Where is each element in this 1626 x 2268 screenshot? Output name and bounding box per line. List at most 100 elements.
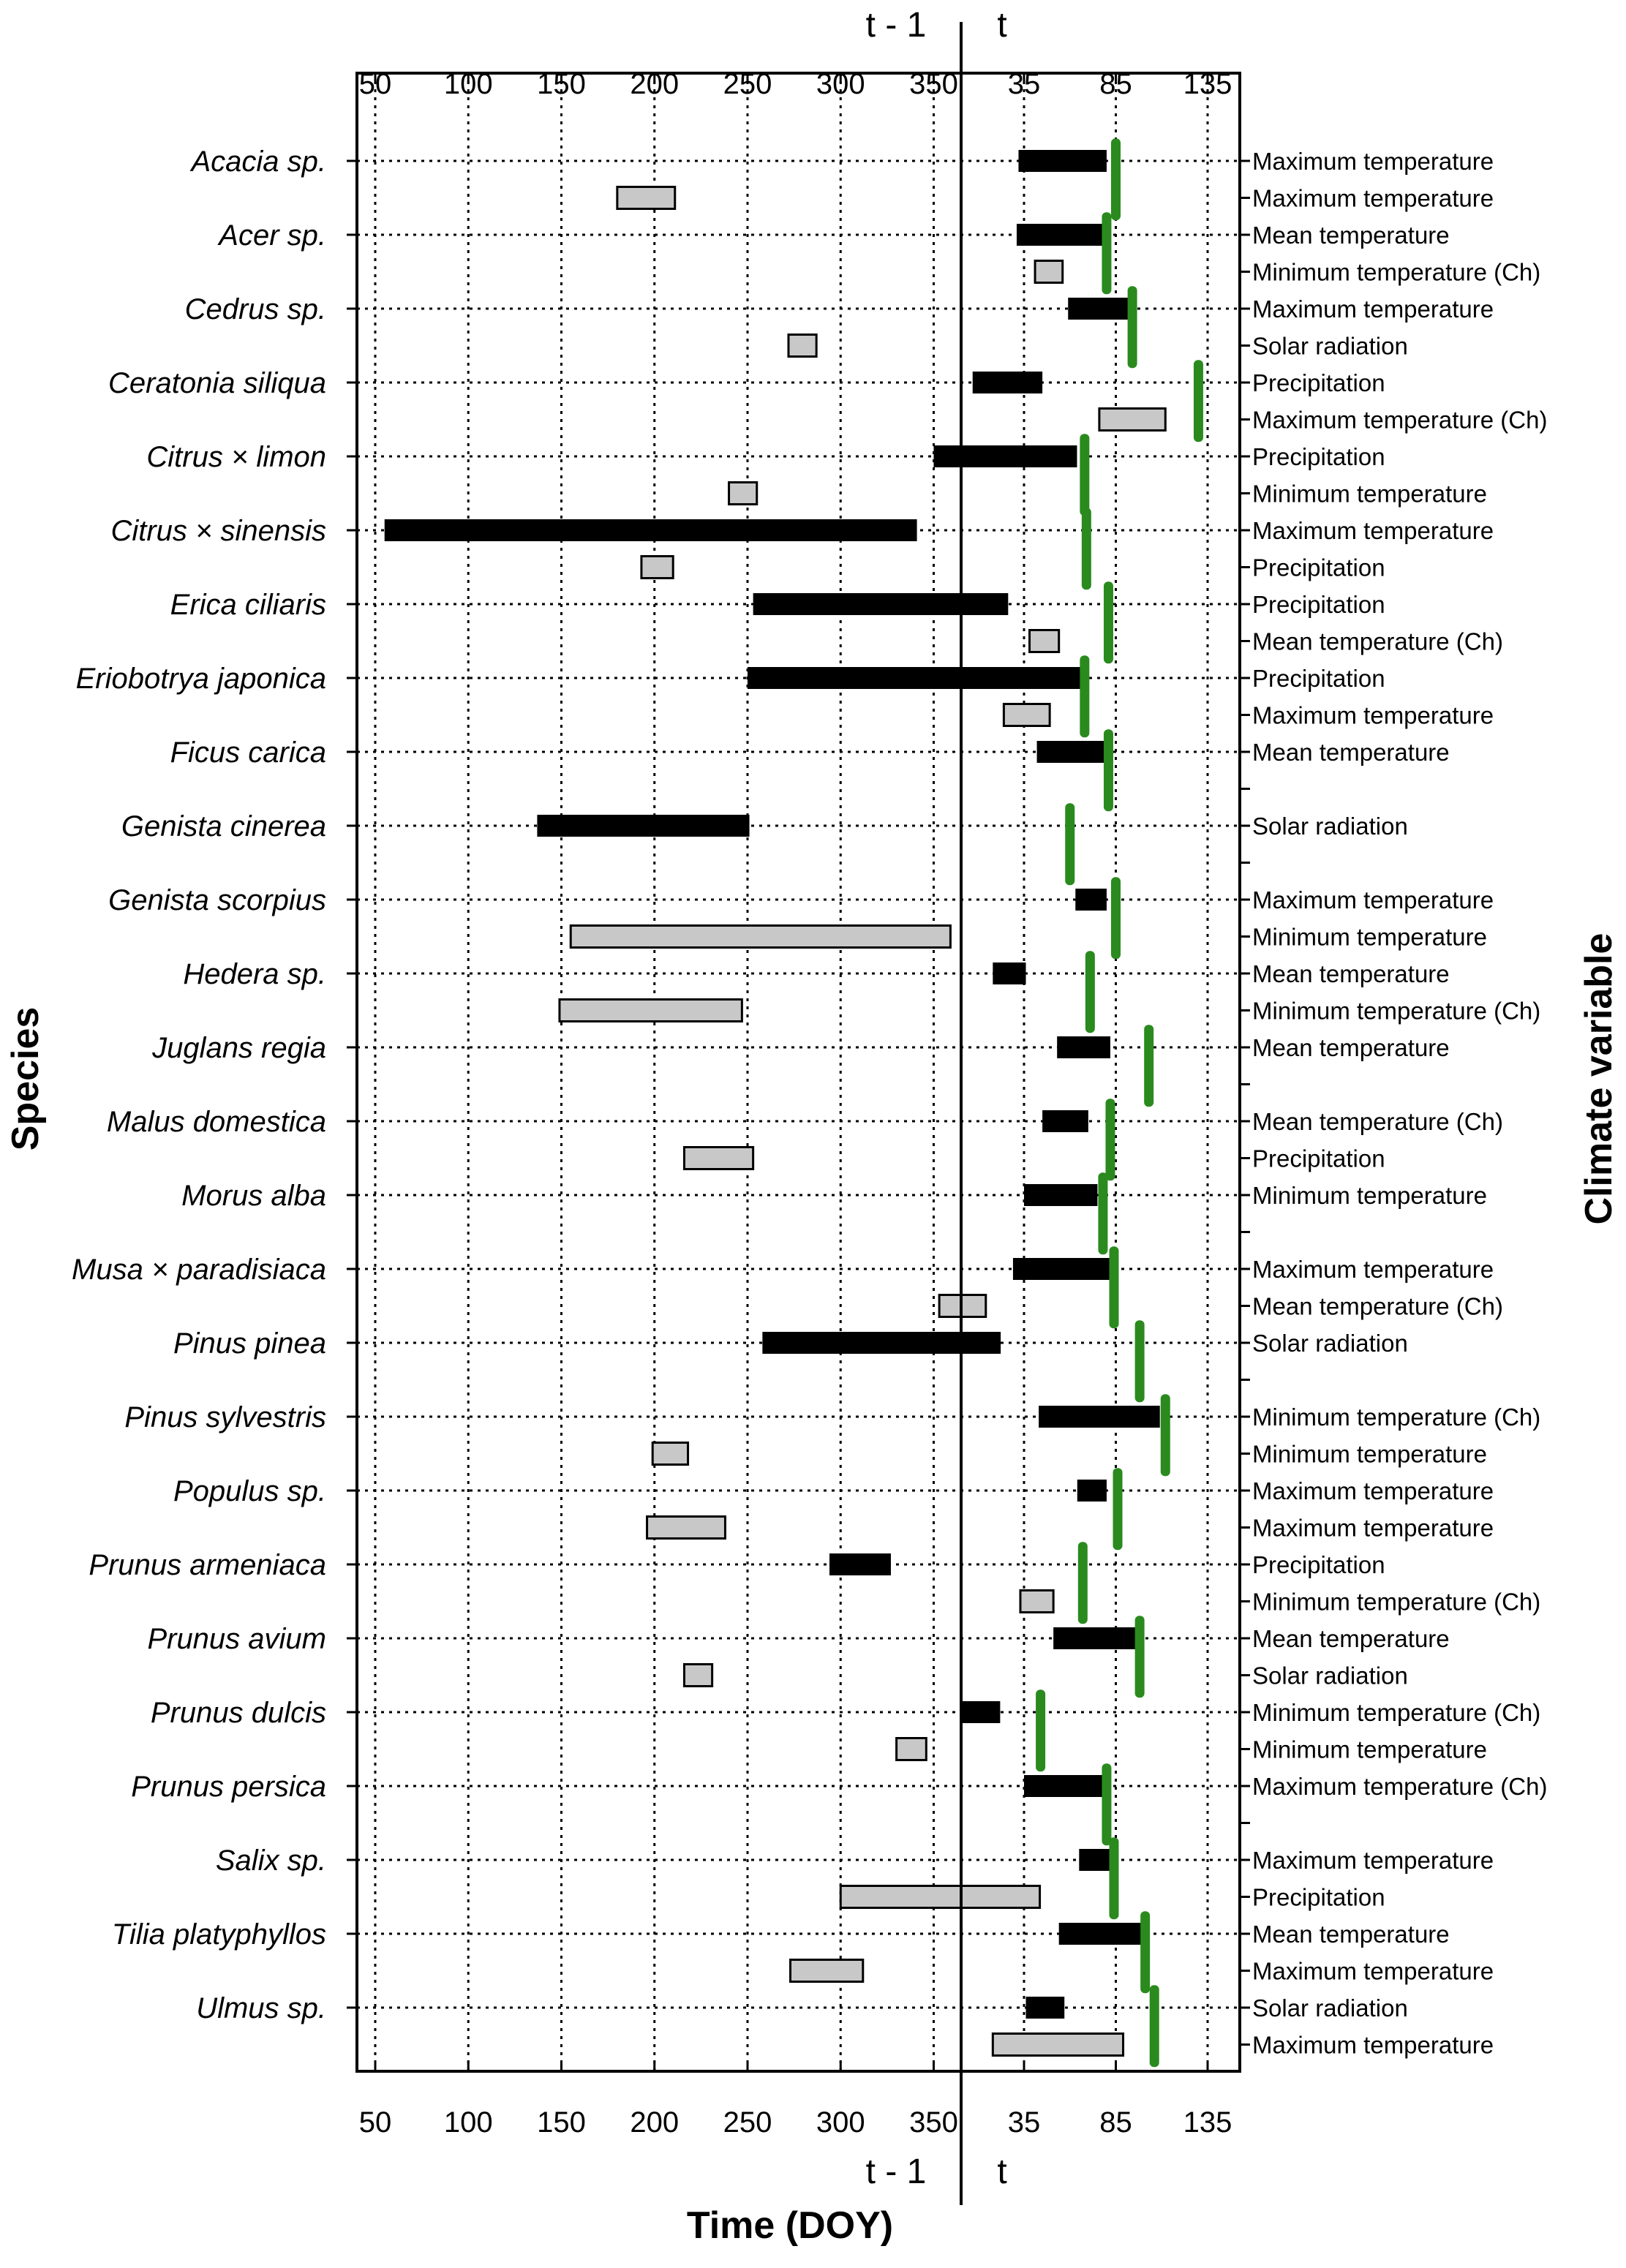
x-tick-label-bottom: 135 (1183, 2106, 1232, 2139)
flowering-marker (1102, 1763, 1112, 1846)
main-window-bar (961, 1701, 1001, 1723)
main-window-bar (993, 962, 1026, 984)
main-window-bar (1068, 298, 1131, 320)
climate-variable-label: Mean temperature (Ch) (1252, 1108, 1503, 1135)
flowering-marker (1103, 729, 1113, 812)
climate-variable-label: Minimum temperature (1252, 1441, 1487, 1468)
species-label: Cedrus sp. (185, 293, 326, 325)
secondary-window-bar (1002, 703, 1051, 727)
main-window-bar (829, 1553, 891, 1575)
climate-variable-label: Maximum temperature (1252, 1958, 1494, 1985)
climate-variable-label: Minimum temperature (1252, 1182, 1487, 1209)
x-tick-label-bottom: 350 (909, 2106, 958, 2139)
secondary-window-bar (1019, 1589, 1055, 1613)
main-window-bar (1025, 1997, 1065, 2019)
climate-variable-label: Mean temperature (1252, 960, 1450, 987)
species-label: Genista cinerea (121, 810, 326, 843)
period-label-top-current: t (997, 6, 1006, 45)
climate-variable-label: Minimum temperature (Ch) (1252, 259, 1540, 286)
climate-variable-label: Minimum temperature (Ch) (1252, 998, 1540, 1025)
flowering-marker (1077, 1542, 1088, 1624)
x-tick-label-top: 250 (723, 68, 772, 100)
species-label: Salix sp. (216, 1845, 326, 1877)
species-label: Pinus sylvestris (124, 1401, 326, 1433)
climate-variable-label: Maximum temperature (1252, 1847, 1494, 1874)
species-label: Hedera sp. (183, 958, 326, 990)
flowering-marker (1144, 1025, 1154, 1107)
main-window-bar (933, 445, 1077, 467)
flowering-marker (1113, 1468, 1123, 1551)
x-tick-label-top: 150 (537, 68, 586, 100)
climate-variable-label: Solar radiation (1252, 333, 1408, 360)
climate-variable-label: Minimum temperature (1252, 924, 1487, 951)
species-label: Tilia platyphyllos (112, 1918, 326, 1951)
secondary-window-bar (682, 1663, 714, 1687)
x-tick-label-bottom: 250 (723, 2106, 772, 2139)
climate-variable-label: Precipitation (1252, 665, 1385, 692)
secondary-window-bar (787, 334, 818, 358)
secondary-window-bar (682, 1146, 755, 1170)
secondary-window-bar (569, 924, 952, 949)
period-label-top-previous: t - 1 (866, 6, 927, 45)
secondary-window-bar (839, 1885, 1042, 1909)
main-window-bar (384, 519, 917, 541)
x-tick-label-bottom: 150 (537, 2106, 586, 2139)
climate-variable-label: Precipitation (1252, 1884, 1385, 1911)
x-tick-label-top: 50 (359, 68, 392, 100)
main-window-bar (1079, 1849, 1114, 1871)
x-tick-label-top: 100 (444, 68, 493, 100)
x-tick-label-bottom: 50 (359, 2106, 392, 2139)
main-window-bar (537, 815, 750, 837)
main-window-bar (1058, 1923, 1142, 1945)
species-label: Musa × paradisiaca (72, 1254, 326, 1286)
secondary-window-bar (646, 1515, 726, 1540)
x-tick-label-bottom: 100 (444, 2106, 493, 2139)
climate-variable-label: Mean temperature (1252, 739, 1450, 766)
main-window-bar (1018, 150, 1107, 172)
species-label: Juglans regia (151, 1032, 326, 1064)
flowering-marker (1109, 1837, 1119, 1920)
flowering-marker (1134, 1616, 1145, 1698)
x-tick-label-top: 35 (1008, 68, 1041, 100)
y-axis-title-right: Climate variable (1578, 933, 1620, 1225)
plot-border (355, 72, 1241, 2073)
species-label: Morus alba (181, 1180, 326, 1212)
climate-variable-label: Minimum temperature (1252, 1736, 1487, 1763)
secondary-window-bar (1028, 629, 1061, 653)
flowering-marker (1193, 360, 1203, 442)
x-axis-title: Time (DOY) (687, 2204, 893, 2247)
flowering-marker (1111, 877, 1121, 960)
species-label: Prunus dulcis (151, 1697, 326, 1729)
climate-variable-label: Maximum temperature (1252, 1515, 1494, 1542)
main-window-bar (1016, 224, 1105, 246)
labels: 50 50 100 100 150 150 200 200 250 250 300 300 350 350… (72, 68, 1547, 2139)
species-label: Prunus persica (131, 1771, 326, 1803)
flowering-marker (1065, 803, 1075, 886)
secondary-window-bar (728, 481, 759, 505)
species-label: Populus sp. (173, 1475, 326, 1507)
climate-variable-label: Solar radiation (1252, 1330, 1408, 1357)
secondary-window-bar (640, 555, 674, 579)
flowering-marker (1105, 1099, 1115, 1181)
climate-variable-label: Maximum temperature (Ch) (1252, 1773, 1547, 1800)
flowering-markers (1036, 138, 1203, 2068)
secondary-window-bar (789, 1959, 865, 1983)
climate-variable-label: Minimum temperature (1252, 481, 1487, 508)
main-window-bar (753, 593, 1009, 615)
secondary-window-bar (558, 998, 743, 1022)
flowering-marker (1140, 1911, 1151, 1994)
climate-variable-label: Maximum temperature (1252, 886, 1494, 913)
main-window-bar (1036, 741, 1105, 763)
x-tick-label-top: 85 (1099, 68, 1132, 100)
species-label: Malus domestica (107, 1106, 326, 1138)
climate-variable-label: Mean temperature (1252, 1625, 1450, 1652)
flowering-marker (1149, 1985, 1159, 2068)
flowering-marker (1085, 951, 1095, 1033)
x-tick-label-top: 350 (909, 68, 958, 100)
y-axis-title-left: Species (4, 1007, 47, 1151)
flowering-marker (1111, 138, 1121, 221)
climate-variable-label: Solar radiation (1252, 813, 1408, 840)
secondary-window-bar (895, 1737, 927, 1761)
climate-variable-label: Minimum temperature (Ch) (1252, 1699, 1540, 1726)
